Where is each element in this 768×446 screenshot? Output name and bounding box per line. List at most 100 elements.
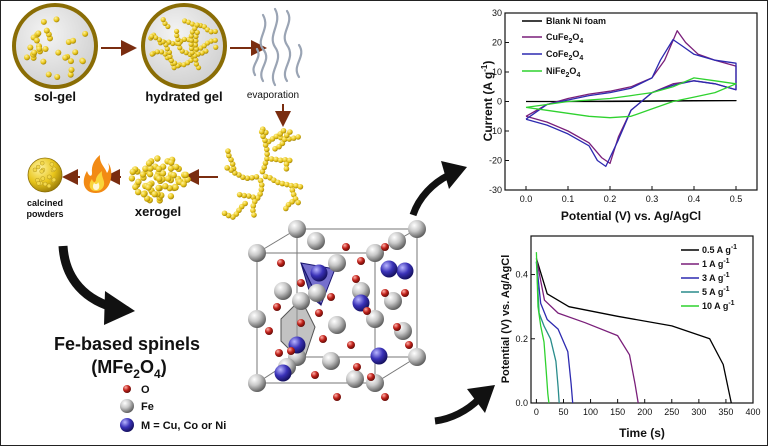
network-bead (289, 187, 296, 193)
gel-bead (160, 17, 166, 23)
oxygen-atom (265, 327, 273, 335)
iron-atom (248, 310, 266, 328)
sol-particle (72, 49, 79, 56)
cv-x-tick-label: 0.3 (646, 194, 659, 204)
gel-bead (182, 18, 188, 24)
sol-particle (45, 71, 52, 78)
gcd-ticks: 0 50 100 150 200 250 300 350 400 0.4 0.2 0.0 (515, 270, 760, 417)
network-bead (252, 198, 258, 205)
iron-atom (274, 282, 292, 300)
xerogel-bead (168, 159, 175, 166)
sol-particle (23, 54, 30, 61)
iron-atom (408, 348, 426, 366)
gel-bead (193, 38, 199, 44)
cv-legend-cufe: CuFe2O4 (546, 32, 583, 45)
metal-atom (352, 294, 370, 312)
xerogel-bead (167, 193, 175, 200)
gel-bead (176, 41, 182, 47)
gcd-legend-2: 3 A g-1 (702, 272, 730, 283)
powder-grains (32, 160, 57, 189)
gel-bead (193, 33, 199, 40)
cv-y-axis-title: Current (A g-1) (480, 61, 495, 142)
network-bead (226, 152, 232, 159)
sol-particle (35, 30, 42, 37)
gel-bead (193, 61, 199, 67)
xerogel-bead (129, 168, 136, 176)
metal-atom (310, 264, 328, 282)
gel-bead (193, 57, 199, 63)
gel-bead (167, 53, 173, 60)
iron-atom (384, 292, 402, 310)
cv-x-tick-label: 0.0 (520, 194, 533, 204)
gel-bead (149, 51, 155, 57)
gcd-x-tick-label: 150 (610, 407, 625, 417)
gel-bead (153, 35, 159, 41)
legend-oxygen-label: O (141, 384, 150, 396)
oxygen-atom (311, 371, 319, 379)
xerogel-bead (143, 195, 151, 202)
fire-icon (83, 155, 112, 193)
cv-x-tick-label: 0.1 (562, 194, 575, 204)
gcd-series (535, 252, 732, 404)
network-bead (279, 180, 286, 187)
xerogel-bead (145, 160, 153, 167)
sol-particle (79, 58, 86, 65)
oxygen-atom (315, 309, 323, 317)
network-bead (293, 182, 299, 189)
network-bead (263, 146, 270, 153)
formula-close: ) (161, 357, 167, 377)
xerogel-bead (167, 165, 175, 172)
sol-particle (70, 37, 77, 44)
cv-ticks: 0.0 0.1 0.2 0.3 0.4 0.5 30 20 10 0 -10 -20 -30 (489, 8, 742, 204)
network-bead (268, 156, 275, 162)
network-bead (282, 156, 288, 163)
metal-atom (274, 364, 292, 382)
curved-arrow-head-cv (441, 161, 467, 189)
calcined-powder (27, 157, 63, 193)
evaporation-wisps (252, 7, 303, 87)
xerogel-bead (134, 188, 142, 196)
network-bead (295, 134, 301, 140)
gel-bead (168, 57, 174, 64)
network-bead (283, 165, 290, 172)
hydrated-gel-vessel (141, 3, 227, 89)
xerogel-bead (172, 184, 179, 191)
formula-sub-4: 4 (154, 367, 161, 381)
xerogel-bead (146, 170, 154, 178)
network-bead (257, 177, 264, 184)
gel-bead (188, 33, 194, 39)
powder-grain (42, 181, 48, 187)
legend-metal-swatch (120, 418, 134, 432)
cv-x-axis-title: Potential (V) vs. Ag/AgCl (561, 209, 701, 223)
powder-grain (47, 174, 52, 180)
gcd-x-tick-label: 300 (691, 407, 706, 417)
cv-y-tick-label: 0 (497, 97, 502, 107)
gel-bead (188, 41, 194, 47)
gcd-legend-4: 10 A g-1 (702, 300, 735, 311)
curved-arrow-head-gcd (467, 385, 495, 413)
sol-particle (42, 46, 49, 53)
network-bead (258, 182, 265, 188)
oxygen-atom (287, 347, 295, 355)
gel-bead (194, 29, 200, 36)
network-bead (283, 205, 289, 212)
cv-x-tick-label: 0.4 (688, 194, 701, 204)
oxygen-atom (273, 303, 281, 311)
spinel-title: Fe-based spinels (54, 334, 200, 354)
cv-x-tick-label: 0.5 (730, 194, 743, 204)
oxygen-atom (401, 289, 409, 297)
sol-particle (40, 58, 47, 65)
network-bead (258, 129, 265, 135)
gcd-x-axis-title: Time (s) (619, 426, 665, 440)
legend-metal-label: M = Cu, Co or Ni (141, 420, 226, 432)
gel-bead (188, 37, 195, 43)
network-bead (259, 168, 266, 175)
cv-ylabel-main: Current (A g (481, 72, 495, 142)
sol-particle (82, 30, 89, 37)
sol-gel-vessel (12, 3, 98, 89)
xerogel-bead (155, 184, 162, 192)
gel-bead (174, 32, 180, 39)
gcd-series-line-0 (535, 258, 732, 404)
oxygen-atom (297, 319, 305, 327)
